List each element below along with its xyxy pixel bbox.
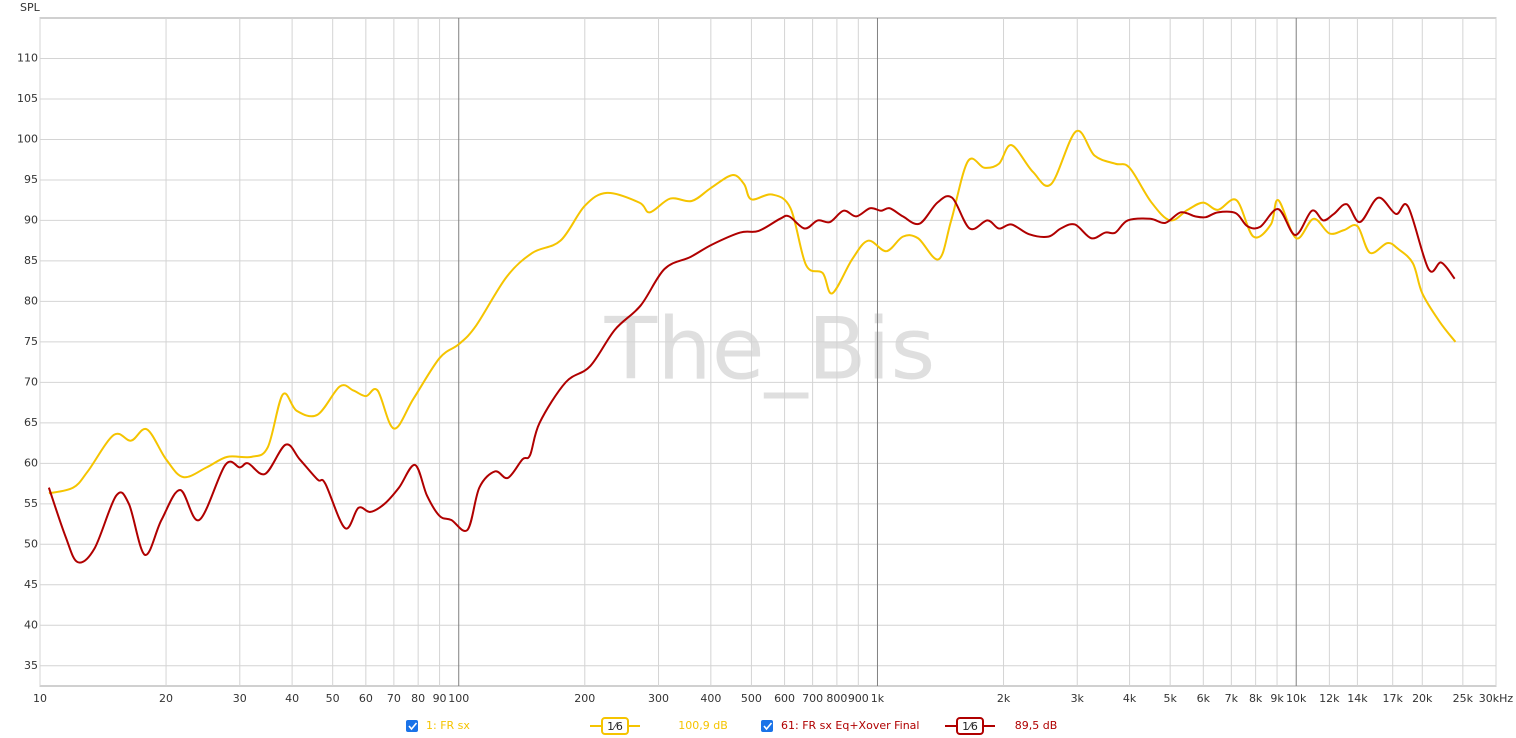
x-tick-label: 100 — [448, 692, 469, 705]
x-tick-label: 800 — [826, 692, 847, 705]
watermark: The_Bis — [604, 299, 936, 399]
x-tick-label: 50 — [326, 692, 340, 705]
x-tick-label: 60 — [359, 692, 373, 705]
x-tick-label: 6k — [1197, 692, 1211, 705]
smoothing-label: 1⁄6 — [962, 720, 978, 733]
x-tick-label: 900 — [848, 692, 869, 705]
y-tick-label: 85 — [24, 254, 38, 267]
y-tick-label: 65 — [24, 416, 38, 429]
x-tick-label: 700 — [802, 692, 823, 705]
x-tick-label: 10k — [1286, 692, 1307, 705]
x-tick-label: 4k — [1123, 692, 1137, 705]
x-tick-label: 14k — [1347, 692, 1368, 705]
y-tick-label: 100 — [17, 132, 38, 145]
x-tick-label: 1k — [871, 692, 885, 705]
x-tick-label: 20 — [159, 692, 173, 705]
y-tick-label: 70 — [24, 375, 38, 388]
checkmark — [763, 722, 773, 731]
y-tick-label: 35 — [24, 659, 38, 672]
smoothing-label: 1⁄6 — [607, 720, 623, 733]
plot-area — [39, 17, 1497, 687]
y-tick-label: 45 — [24, 578, 38, 591]
x-tick-label: 17k — [1383, 692, 1404, 705]
legend-checkbox[interactable] — [406, 720, 418, 732]
legend-item: 61: FR sx Eq+Xover Final 1⁄6 89,5 dB — [761, 717, 1058, 735]
x-tick-label: 12k — [1319, 692, 1340, 705]
y-tick-label: 55 — [24, 497, 38, 510]
y-tick-label: 80 — [24, 294, 38, 307]
y-tick-label: 95 — [24, 173, 38, 186]
series-line — [48, 129, 1457, 495]
checkmark — [408, 722, 418, 731]
level-label: 100,9 dB — [678, 719, 728, 732]
x-tick-label: 7k — [1225, 692, 1239, 705]
level-label: 89,5 dB — [1015, 719, 1058, 732]
smoothing-box — [601, 717, 629, 735]
y-tick-label: 105 — [17, 92, 38, 105]
y-tick-label: 75 — [24, 335, 38, 348]
y-tick-label: 50 — [24, 537, 38, 550]
x-tick-label: 600 — [774, 692, 795, 705]
smoothing-box — [956, 717, 984, 735]
y-tick-label: 110 — [17, 51, 38, 64]
y-axis-title: SPL — [20, 1, 41, 14]
x-tick-label: 70 — [387, 692, 401, 705]
legend-checkbox[interactable] — [761, 720, 773, 732]
x-tick-label: 2k — [997, 692, 1011, 705]
y-tick-label: 40 — [24, 618, 38, 631]
x-tick-label: 90 — [433, 692, 447, 705]
x-tick-label: 20k — [1412, 692, 1433, 705]
x-tick-label: 25k — [1453, 692, 1474, 705]
x-tick-label: 40 — [285, 692, 299, 705]
x-tick-label: 30kHz — [1479, 692, 1514, 705]
x-tick-label: 200 — [574, 692, 595, 705]
lines — [47, 129, 1457, 564]
x-tick-label: 3k — [1071, 692, 1085, 705]
x-tick-label: 400 — [700, 692, 721, 705]
grid — [39, 18, 1497, 686]
y-tick-label: 90 — [24, 213, 38, 226]
x-tick-label: 9k — [1270, 692, 1284, 705]
x-tick-label: 80 — [411, 692, 425, 705]
x-tick-label: 30 — [233, 692, 247, 705]
x-tick-label: 5k — [1163, 692, 1177, 705]
legend: 1: FR sx 1⁄6 100,9 dB 61: FR sx Eq+Xover Fi… — [406, 717, 1058, 735]
x-tick-label: 10 — [33, 692, 47, 705]
legend-name: 1: FR sx — [426, 719, 470, 732]
x-tick-label: 8k — [1249, 692, 1263, 705]
y-tick-label: 60 — [24, 456, 38, 469]
legend-name: 61: FR sx Eq+Xover Final — [781, 719, 919, 732]
series-line — [47, 195, 1456, 564]
legend-item: 1: FR sx 1⁄6 100,9 dB — [406, 717, 728, 735]
x-tick-label: 300 — [648, 692, 669, 705]
x-tick-label: 500 — [741, 692, 762, 705]
